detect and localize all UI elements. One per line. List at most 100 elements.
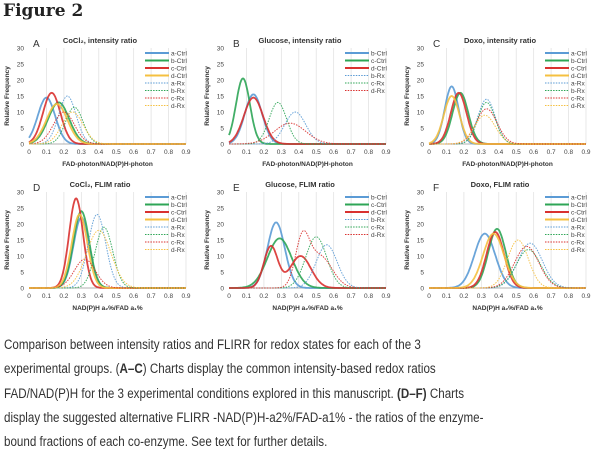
series-line-c-Ctrl bbox=[428, 91, 586, 145]
y-axis-label: Relative Frequency bbox=[4, 210, 11, 270]
legend-label: b-Rx bbox=[371, 217, 385, 224]
chart-e: 0 0.1 0.2 0.3 0.4 0.5 0.6 0.7 0.8 0.9 0 5 10 15 20 25 30… bbox=[204, 180, 391, 312]
y-tick-label: 30 bbox=[417, 189, 425, 196]
series-line-d-Rx bbox=[29, 111, 186, 145]
x-tick-label: 0.4 bbox=[94, 149, 103, 156]
x-tick-label: 0.6 bbox=[529, 149, 538, 156]
y-tick-label: 5 bbox=[20, 125, 24, 132]
chart-title: Doxo, FLIM ratio bbox=[471, 180, 530, 189]
legend-label: a-Rx bbox=[171, 80, 185, 87]
caption-line: experimental groups. (A–C) Charts displa… bbox=[4, 358, 520, 382]
y-tick-label: 25 bbox=[417, 205, 425, 212]
x-tick-label: 0.6 bbox=[329, 149, 338, 156]
x-tick-label: 0.5 bbox=[112, 149, 121, 156]
caption-line: FAD/NAD(P)H for the 3 experimental condi… bbox=[4, 383, 520, 407]
x-tick-label: 0.9 bbox=[581, 149, 590, 156]
x-tick-label: 0.3 bbox=[277, 149, 286, 156]
legend-label: d-Ctrl bbox=[171, 217, 187, 224]
y-tick-label: 20 bbox=[17, 77, 25, 84]
x-tick-label: 0.9 bbox=[381, 293, 390, 300]
x-tick-label: 0.8 bbox=[564, 293, 573, 300]
y-tick-label: 0 bbox=[220, 285, 224, 292]
panel-letter: E bbox=[233, 183, 240, 194]
series-line-b-Ctrl bbox=[429, 91, 586, 145]
legend-label: c-Ctrl bbox=[571, 209, 587, 216]
chart-d: 0 0.1 0.2 0.3 0.4 0.5 0.6 0.7 0.8 0.9 0 5 10 15 20 25 30… bbox=[4, 180, 191, 312]
x-tick-label: 0.5 bbox=[312, 149, 321, 156]
x-axis-label: NAD(P)H a₂%/FAD a₁% bbox=[72, 305, 142, 312]
y-tick-label: 10 bbox=[417, 109, 425, 116]
y-tick-label: 0 bbox=[420, 285, 424, 292]
y-tick-label: 20 bbox=[217, 77, 225, 84]
legend-label: d-Ctrl bbox=[171, 73, 187, 80]
series-line-c-Ctrl bbox=[28, 91, 186, 145]
x-tick-label: 0 bbox=[227, 149, 231, 156]
series-line-c-Ctrl bbox=[228, 77, 386, 145]
x-tick-label: 0.3 bbox=[77, 293, 86, 300]
y-tick-label: 10 bbox=[217, 109, 225, 116]
x-axis-label: FAD-photon/NAD(P)H-photon bbox=[462, 161, 553, 168]
series-line-b-Rx bbox=[429, 101, 586, 145]
x-tick-label: 0.5 bbox=[512, 149, 521, 156]
legend-label: c-Ctrl bbox=[371, 58, 387, 65]
x-tick-label: 0 bbox=[27, 149, 31, 156]
series-line-c-Rx bbox=[229, 101, 386, 145]
y-axis-label: Relative Frequency bbox=[204, 210, 211, 270]
y-tick-label: 10 bbox=[417, 253, 425, 260]
caption-panel-ref: A–C bbox=[119, 361, 143, 377]
x-tick-label: 0.2 bbox=[59, 293, 68, 300]
series-line-a-Rx bbox=[29, 213, 186, 289]
legend-label: b-Ctrl bbox=[171, 58, 187, 65]
legend-label: c-Ctrl bbox=[371, 202, 387, 209]
y-tick-label: 15 bbox=[17, 93, 25, 100]
chart-title: Glucose, FLIM ratio bbox=[265, 180, 335, 189]
x-tick-label: 0.6 bbox=[129, 293, 138, 300]
y-tick-label: 10 bbox=[17, 109, 25, 116]
series-line-a-Ctrl bbox=[28, 96, 186, 145]
series-line-d-Rx bbox=[229, 122, 386, 145]
x-tick-label: 0 bbox=[427, 149, 431, 156]
legend-label: b-Rx bbox=[571, 88, 585, 95]
y-tick-label: 0 bbox=[420, 141, 424, 148]
x-tick-label: 0 bbox=[227, 293, 231, 300]
x-tick-label: 0.8 bbox=[164, 149, 173, 156]
x-tick-label: 0 bbox=[27, 293, 31, 300]
legend-label: d-Rx bbox=[171, 247, 185, 254]
series-line-c-Rx bbox=[29, 258, 186, 289]
caption-text: FAD/NAD(P)H for the 3 experimental condi… bbox=[4, 385, 397, 401]
y-tick-label: 5 bbox=[420, 269, 424, 276]
x-tick-label: 0.6 bbox=[329, 293, 338, 300]
legend-label: a-Ctrl bbox=[171, 194, 187, 201]
legend-label: c-Rx bbox=[371, 224, 385, 231]
x-tick-label: 0.4 bbox=[494, 149, 503, 156]
legend-label: b-Rx bbox=[171, 88, 185, 95]
x-tick-label: 0.9 bbox=[581, 293, 590, 300]
legend-label: c-Rx bbox=[371, 80, 385, 87]
x-axis-label: FAD-photon/NAD(P)H-photon bbox=[62, 161, 153, 168]
x-tick-label: 0.4 bbox=[294, 149, 303, 156]
y-tick-label: 25 bbox=[217, 205, 225, 212]
legend-label: d-Ctrl bbox=[371, 209, 387, 216]
chart-b: 0 0.1 0.2 0.3 0.4 0.5 0.6 0.7 0.8 0.9 0 5 10 15 20 25 30… bbox=[204, 36, 391, 168]
caption-text: experimental groups. ( bbox=[4, 361, 120, 377]
x-tick-label: 0.9 bbox=[181, 149, 190, 156]
chart-title: Doxo, intensity ratio bbox=[464, 36, 537, 45]
y-tick-label: 10 bbox=[217, 253, 225, 260]
series-line-d-Rx bbox=[429, 239, 586, 289]
series-line-d-Rx bbox=[429, 114, 586, 145]
caption-text: ) Charts display the common intensity-ba… bbox=[142, 361, 436, 377]
y-tick-label: 20 bbox=[217, 221, 225, 228]
x-tick-label: 0.1 bbox=[242, 293, 251, 300]
chart-panel-b: 0 0.1 0.2 0.3 0.4 0.5 0.6 0.7 0.8 0.9 0 5 10 15 20 25 30… bbox=[200, 26, 400, 171]
x-tick-label: 0.8 bbox=[364, 293, 373, 300]
y-tick-label: 20 bbox=[417, 77, 425, 84]
caption-text: Comparison between intensity ratios and … bbox=[4, 337, 421, 352]
legend-label: b-Ctrl bbox=[571, 58, 587, 65]
legend-label: a-Rx bbox=[571, 224, 585, 231]
x-tick-label: 0.1 bbox=[242, 149, 251, 156]
y-tick-label: 15 bbox=[417, 237, 425, 244]
legend-label: b-Rx bbox=[171, 232, 185, 239]
legend-label: c-Rx bbox=[571, 95, 585, 102]
legend-label: c-Rx bbox=[571, 239, 585, 246]
y-tick-label: 25 bbox=[17, 205, 25, 212]
